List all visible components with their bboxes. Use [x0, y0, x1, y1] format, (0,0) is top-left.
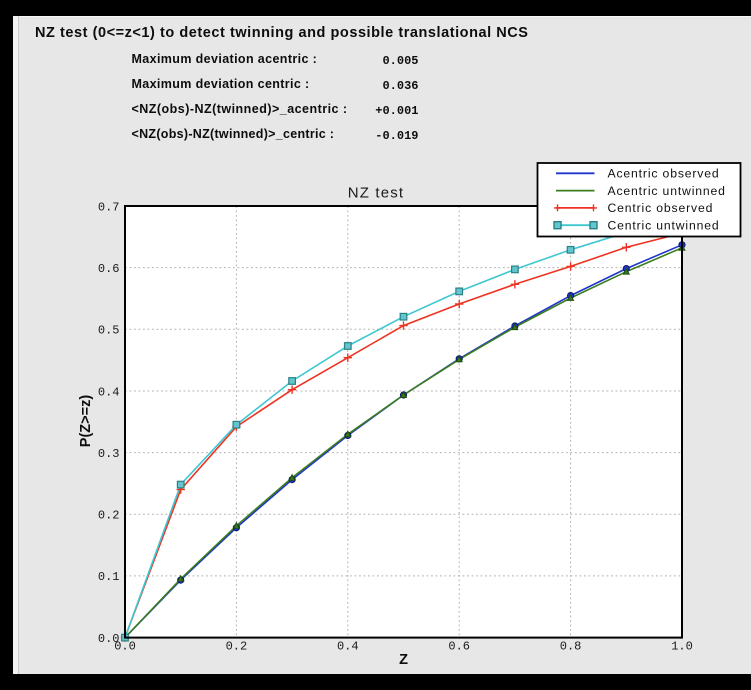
- svg-text:P(Z>=z): P(Z>=z): [78, 395, 94, 448]
- svg-text:0.0: 0.0: [98, 632, 120, 646]
- svg-text:Acentric untwinned: Acentric untwinned: [608, 184, 726, 198]
- svg-text:Acentric observed: Acentric observed: [608, 167, 720, 181]
- svg-text:0.5: 0.5: [98, 324, 120, 338]
- svg-text:0.0: 0.0: [114, 640, 136, 654]
- svg-text:0.6: 0.6: [98, 262, 120, 276]
- svg-text:Z: Z: [399, 652, 408, 668]
- svg-text:0.3: 0.3: [98, 447, 120, 461]
- svg-text:Centric untwinned: Centric untwinned: [608, 218, 720, 232]
- svg-text:0.8: 0.8: [560, 640, 582, 654]
- svg-text:Centric observed: Centric observed: [608, 201, 714, 215]
- svg-text:1.0: 1.0: [671, 640, 693, 654]
- svg-text:0.6: 0.6: [448, 640, 470, 654]
- svg-text:0.7: 0.7: [98, 200, 120, 214]
- svg-text:0.4: 0.4: [98, 385, 120, 399]
- svg-text:0.2: 0.2: [98, 509, 120, 523]
- svg-text:NZ test: NZ test: [348, 185, 404, 202]
- svg-text:0.4: 0.4: [337, 640, 359, 654]
- svg-text:0.1: 0.1: [98, 570, 120, 584]
- svg-text:0.2: 0.2: [226, 640, 248, 654]
